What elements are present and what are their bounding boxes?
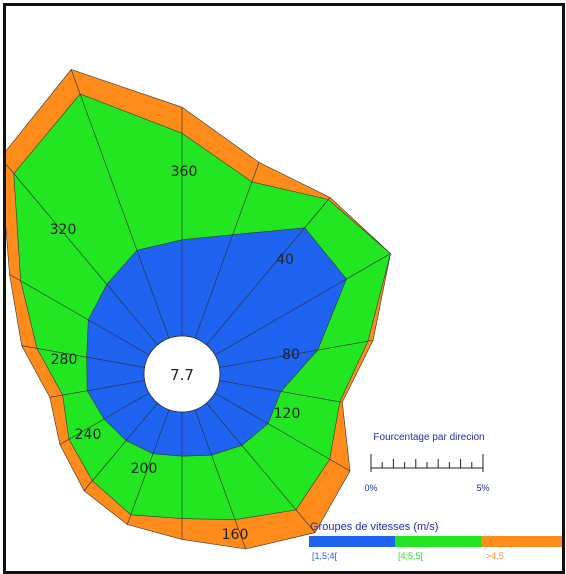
- legend-label-mid: [4;5,5[: [398, 551, 424, 561]
- legend-label-low: [1,5;4[: [312, 551, 338, 561]
- sector-spoke: [126, 409, 170, 525]
- legend-label-high: >4,5: [486, 551, 504, 561]
- sector-spoke: [6, 163, 158, 346]
- wind-rose-chart: 7.7 360 40 80 120 160 200 240 280 320 Fo…: [6, 69, 562, 561]
- direction-label-360: 360: [171, 164, 198, 180]
- calm-circle: [143, 335, 221, 413]
- direction-label-320: 320: [50, 222, 77, 238]
- sector-spoke: [214, 392, 351, 472]
- legend-swatch-low: [309, 536, 395, 547]
- direction-label-240: 240: [75, 427, 102, 443]
- speed-legend: Groupes de vitesses (m/s) [1,5;4[ [4;5,5…: [309, 521, 562, 561]
- legend-title: Groupes de vitesses (m/s): [310, 521, 438, 533]
- direction-label-160: 160: [222, 527, 249, 543]
- sector-spoke: [21, 345, 145, 368]
- sector-spoke: [214, 253, 391, 356]
- direction-label-80: 80: [282, 347, 300, 363]
- scale-min-label: 0%: [364, 483, 377, 493]
- sector-spoke: [194, 162, 260, 339]
- sector-spoke: [206, 197, 331, 346]
- percent-scale: Fourcentage par direcion 0% 5%: [364, 432, 489, 493]
- direction-label-120: 120: [274, 406, 301, 422]
- sector-spoke: [219, 380, 343, 403]
- direction-label-200: 200: [131, 461, 158, 477]
- wind-rose-frame: 7.7 360 40 80 120 160 200 240 280 320 Fo…: [3, 3, 565, 574]
- sector-spoke: [83, 402, 158, 491]
- scale-max-label: 5%: [476, 483, 489, 493]
- sector-spoke: [194, 409, 246, 550]
- sector-spoke: [49, 380, 145, 398]
- sector-spoke: [59, 392, 150, 445]
- direction-label-280: 280: [51, 352, 78, 368]
- legend-swatch-high: [481, 536, 562, 547]
- sector-spoke: [70, 69, 170, 339]
- direction-label-40: 40: [276, 252, 294, 268]
- legend-swatch-mid: [395, 536, 481, 547]
- scale-title: Fourcentage par direcion: [373, 432, 484, 443]
- sector-spoke: [219, 340, 374, 368]
- sector-spoke: [9, 274, 150, 356]
- sector-spoke: [206, 402, 316, 533]
- calm-value: 7.7: [170, 366, 194, 384]
